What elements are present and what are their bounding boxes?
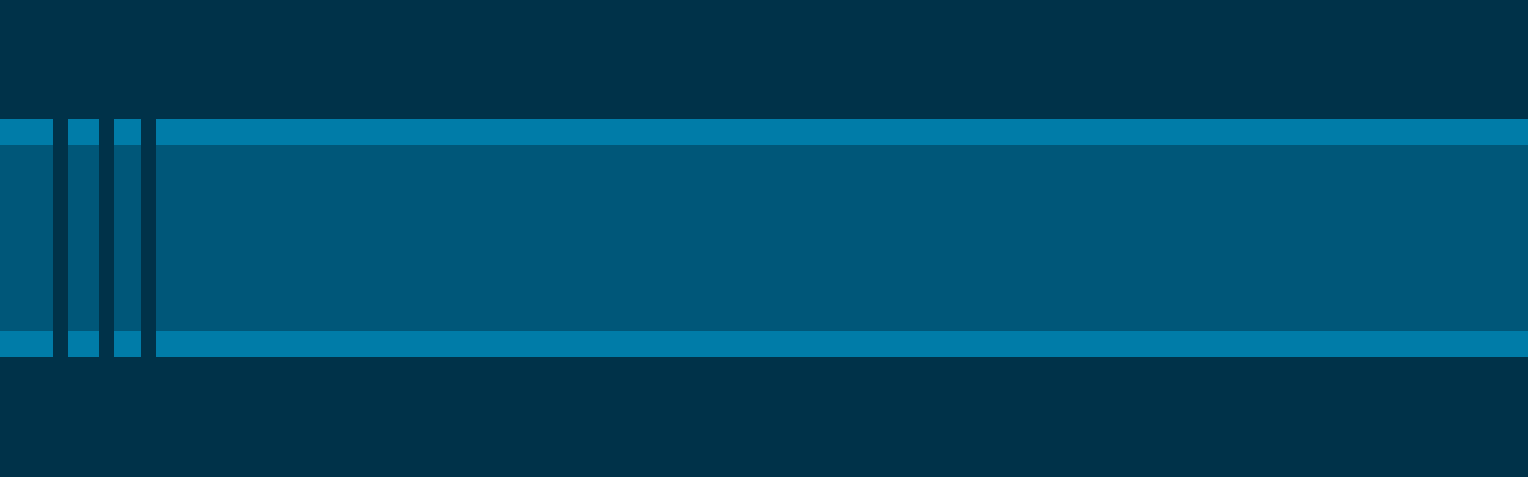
vertical-divider-3 <box>141 119 156 357</box>
decorative-banner <box>0 119 1528 357</box>
banner-body <box>0 145 1528 331</box>
vertical-divider-2 <box>99 119 114 357</box>
vertical-divider-1 <box>53 119 68 357</box>
banner-top-stripe <box>0 119 1528 145</box>
banner-bottom-stripe <box>0 331 1528 357</box>
